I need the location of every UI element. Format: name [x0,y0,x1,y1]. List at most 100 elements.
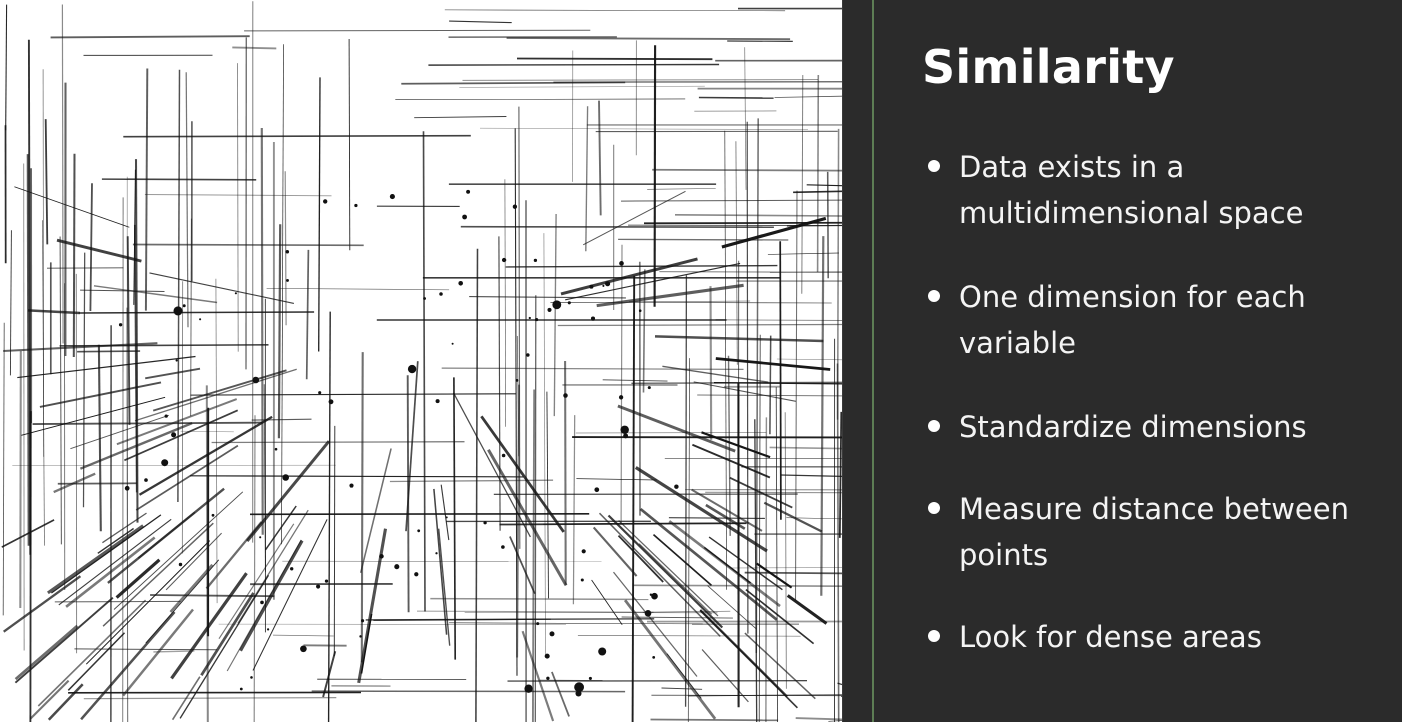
bullet-item: Look for dense areas [924,614,1384,660]
art-line [618,238,789,241]
art-line [698,96,774,99]
art-line [170,572,248,680]
art-line [359,448,392,573]
art-line [806,184,842,187]
art-line [116,398,238,446]
art-line [433,488,448,635]
art-dot [620,425,629,435]
art-dot [260,600,264,605]
art-line [647,188,716,190]
art-dot [417,529,421,533]
art-line [602,379,668,382]
art-line [653,45,657,307]
art-dot [451,342,454,345]
art-line [165,532,222,591]
accent-line [872,0,874,722]
art-line [360,613,373,674]
art-dot [638,309,642,312]
bullet-text: Measure distance between points [959,492,1349,572]
art-line [836,128,840,420]
slide-title: Similarity [922,40,1175,94]
art-line [101,178,257,181]
art-line [272,634,334,637]
art-line [14,186,130,228]
bullet-icon [928,502,940,514]
art-dot [259,536,262,539]
art-line [72,153,76,358]
art-line [82,252,86,508]
art-line [697,394,842,397]
art-dot [361,619,365,623]
art-line [628,300,751,303]
art-line [67,632,126,691]
art-dot [144,478,148,482]
art-line [138,415,273,496]
art-line [422,131,426,612]
art-line [505,264,778,268]
art-line [582,190,686,246]
artwork [0,0,842,722]
art-line [144,68,149,311]
art-dot [234,292,237,295]
art-line [430,597,649,601]
art-dot [290,567,294,571]
art-dot [535,318,539,322]
art-dot [182,304,186,308]
art-line [620,199,842,202]
art-line [462,78,819,81]
art-dot [458,281,464,286]
art-dot [359,635,362,638]
art-line [85,540,211,665]
art-dot [379,554,384,559]
art-line [80,289,165,293]
art-line [205,521,263,590]
art-line [598,512,721,637]
art-line [405,361,419,532]
art-line [638,543,713,615]
art-line [729,476,793,509]
art-line [551,671,570,717]
art-line [449,622,703,625]
art-line [735,141,738,365]
bullet-icon [928,420,940,432]
art-line [145,367,201,380]
art-dot [602,284,605,287]
art-line [59,236,62,545]
art-dot [199,318,202,321]
art-line [190,393,517,396]
art-line [553,213,557,417]
art-line [449,20,512,24]
art-dot [394,564,400,570]
art-line [126,236,131,425]
art-line [687,358,690,722]
art-line [607,514,724,629]
art-line [469,296,626,299]
art-line [546,391,549,599]
art-dot [515,379,519,382]
art-dot [161,459,169,467]
art-line [9,230,12,376]
art-dot [328,399,334,405]
art-line [715,357,831,371]
art-dot [435,399,440,404]
art-line [137,511,196,559]
art-line [709,286,713,440]
bullet-item: Measure distance between points [924,486,1384,578]
art-dot [423,297,426,300]
art-line [634,466,768,553]
art-line [516,335,520,457]
art-line [591,579,623,625]
art-line [707,585,757,630]
art-dot [171,432,177,438]
art-line [133,169,136,305]
art-line [14,624,79,681]
art-line [516,57,713,61]
art-line [200,592,255,676]
art-line [705,503,746,530]
art-line [632,584,842,588]
art-line [617,534,664,583]
art-line [744,632,816,700]
bullet-item: Data exists in a multidimensional space [924,144,1384,236]
art-line [820,236,825,596]
art-line [5,4,8,131]
